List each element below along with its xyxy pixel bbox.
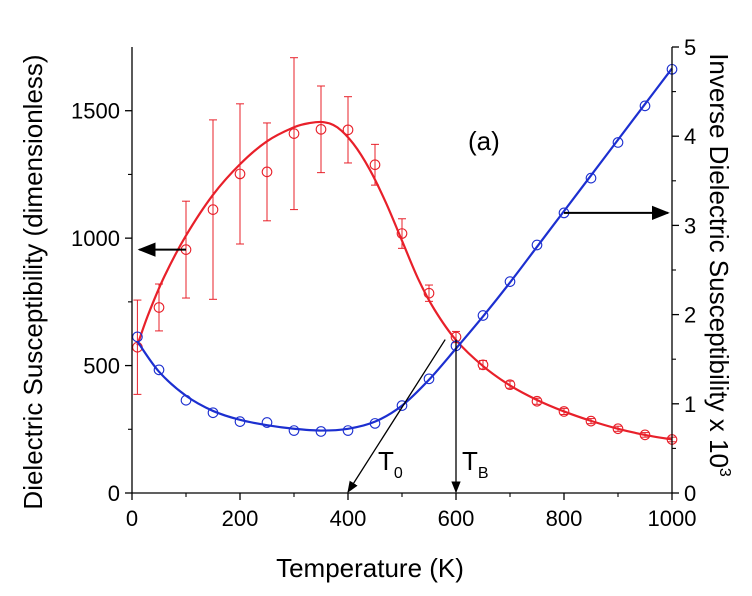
red-data-point	[639, 429, 651, 441]
x-tick-label: 400	[330, 506, 367, 531]
blue-data-point	[423, 373, 435, 385]
blue-data-point	[288, 425, 300, 436]
t0-label-sub: 0	[394, 465, 403, 482]
y-right-tick-label: 1	[684, 392, 696, 417]
blue-data-point	[612, 137, 624, 148]
red-data-point	[423, 287, 435, 299]
y-right-axis-title-main: Inverse Dielectric Susceptibility x 10	[704, 53, 734, 468]
red-data-point	[531, 395, 543, 407]
y-right-axis-title: Inverse Dielectric Susceptibility x 103	[704, 53, 734, 477]
blue-data-point	[477, 310, 489, 321]
y-left-tick-label: 1000	[71, 226, 120, 251]
y-right-tick-label: 5	[684, 35, 696, 60]
red-data-point	[234, 168, 246, 180]
x-tick-label: 0	[126, 506, 138, 531]
blue-data-point	[153, 364, 165, 376]
x-axis-title: Temperature (K)	[276, 553, 464, 583]
blue-data-point	[315, 426, 327, 437]
t0-label: T0	[378, 446, 403, 482]
blue-data-point	[585, 172, 597, 184]
tb-label-sub: B	[478, 465, 489, 482]
blue-data-point	[261, 417, 273, 428]
blue-data-point	[504, 276, 516, 287]
red-data-point	[315, 123, 327, 135]
blue-data-point	[639, 100, 651, 112]
blue-data-point	[396, 400, 408, 411]
blue-data-point	[207, 407, 219, 419]
blue-data-point	[369, 418, 381, 429]
red-data-point	[369, 159, 381, 171]
red-data-point	[585, 415, 597, 427]
red-data-point	[477, 359, 489, 371]
blue-fit-line	[136, 67, 673, 432]
y-left-tick-label: 500	[83, 354, 120, 379]
red-data-point	[207, 204, 219, 215]
panel-label: (a)	[468, 126, 500, 156]
red-series-group	[132, 57, 678, 445]
y-right-tick-label: 2	[684, 303, 696, 328]
y-right-tick-label: 3	[684, 213, 696, 238]
red-data-point	[288, 128, 300, 140]
red-data-point	[612, 423, 624, 435]
red-fit-line	[136, 120, 673, 441]
t0-arrow	[347, 339, 446, 493]
y-left-axis-title: Dielectric Susceptibility (dimensionless…	[18, 54, 48, 509]
blue-data-point	[180, 394, 192, 406]
red-data-point	[504, 379, 516, 391]
tb-label-main: T	[462, 446, 478, 476]
x-tick-label: 1000	[648, 506, 697, 531]
red-data-point	[396, 228, 408, 239]
x-tick-label: 600	[438, 506, 475, 531]
x-tick-label: 800	[546, 506, 583, 531]
blue-data-point	[234, 416, 246, 427]
red-data-point	[558, 406, 570, 417]
y-left-tick-label: 1500	[71, 99, 120, 124]
y-right-tick-label: 0	[684, 481, 696, 506]
tb-label: TB	[462, 446, 489, 482]
red-data-point	[342, 124, 354, 136]
blue-data-point	[342, 425, 354, 436]
y-right-axis-title-exp: 3	[716, 468, 733, 477]
t0-label-main: T	[378, 446, 394, 476]
y-right-tick-label: 4	[684, 124, 696, 149]
annotations-group: (a) T0 TB	[137, 126, 670, 494]
y-left-tick-label: 0	[108, 481, 120, 506]
red-data-point	[261, 166, 273, 178]
x-tick-label: 200	[222, 506, 259, 531]
red-data-point	[153, 302, 165, 313]
blue-data-point	[531, 239, 543, 251]
